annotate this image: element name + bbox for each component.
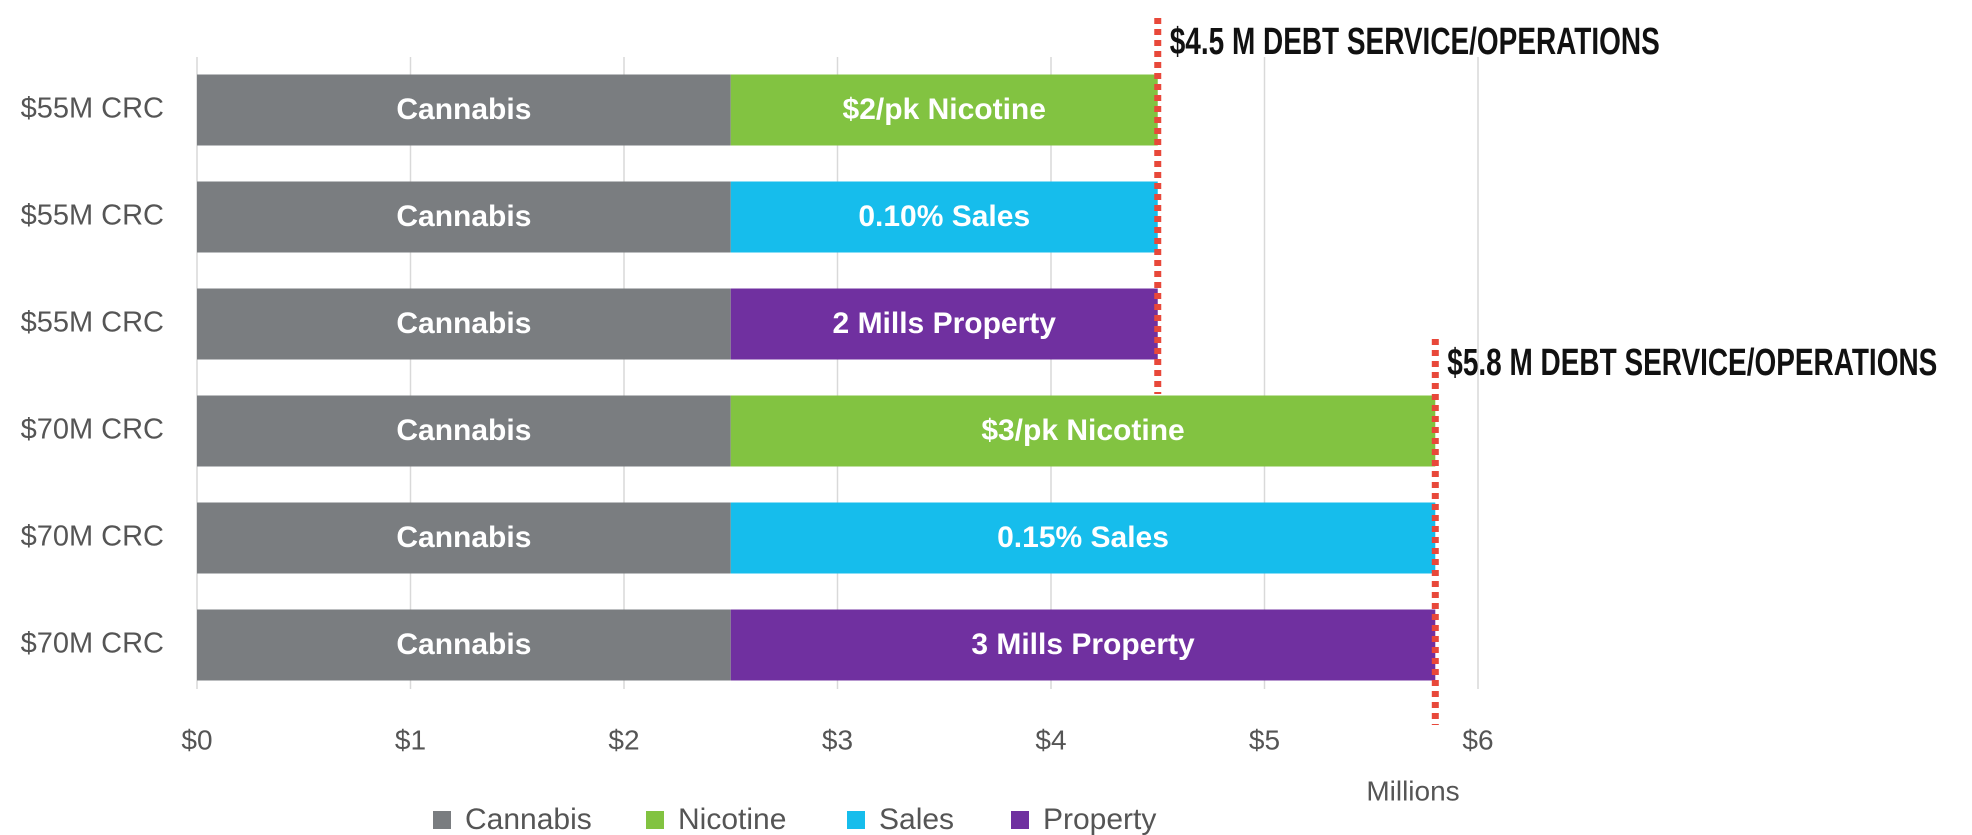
legend-swatch [847,811,865,829]
legend-label: Nicotine [678,803,786,835]
bar-label: Cannabis [396,414,531,447]
bar-label: 2 Mills Property [833,307,1057,340]
x-tick-label: $2 [608,724,639,755]
legend-swatch [433,811,451,829]
x-tick-label: $4 [1035,724,1066,755]
bar-segment [197,609,731,681]
bar-segment [197,181,731,253]
y-tick-label: $55M CRC [21,307,164,339]
bar-segment [197,74,731,146]
x-tick-label: $3 [822,724,853,755]
legend-swatch [646,811,664,829]
bar-segment [730,74,1158,146]
bar-label: Cannabis [396,307,531,340]
y-tick-label: $70M CRC [21,414,164,446]
bar-label: 0.10% Sales [858,200,1030,233]
bar-segment [730,502,1436,574]
legend-label: Property [1043,803,1156,835]
annotation-label: $5.8 M DEBT SERVICE/OPERATIONS [1447,342,1937,384]
bar-label: Cannabis [396,200,531,233]
y-tick-label: $55M CRC [21,200,164,232]
annotation-label: $4.5 M DEBT SERVICE/OPERATIONS [1170,21,1660,63]
x-tick-label: $0 [181,724,212,755]
bar-segment [197,502,731,574]
bar-segment [730,288,1158,360]
bar-label: Cannabis [396,628,531,661]
x-tick-label: $1 [395,724,426,755]
y-tick-label: $70M CRC [21,521,164,553]
bar-label: 3 Mills Property [971,628,1195,661]
y-tick-label: $70M CRC [21,628,164,660]
bar-segment [730,395,1436,467]
bar-segment [197,288,731,360]
x-tick-label: $6 [1462,724,1493,755]
bar-segment [730,181,1158,253]
x-axis-label: Millions [1366,775,1459,806]
legend-swatch [1011,811,1029,829]
legend-label: Cannabis [465,803,592,835]
x-tick-label: $5 [1249,724,1280,755]
y-tick-label: $55M CRC [21,93,164,125]
bar-label: $2/pk Nicotine [843,93,1046,126]
bar-label: Cannabis [396,521,531,554]
bar-label: $3/pk Nicotine [981,414,1184,447]
bar-label: Cannabis [396,93,531,126]
bar-segment [730,609,1436,681]
bar-segment [197,395,731,467]
legend-label: Sales [879,803,954,835]
bar-label: 0.15% Sales [997,521,1169,554]
